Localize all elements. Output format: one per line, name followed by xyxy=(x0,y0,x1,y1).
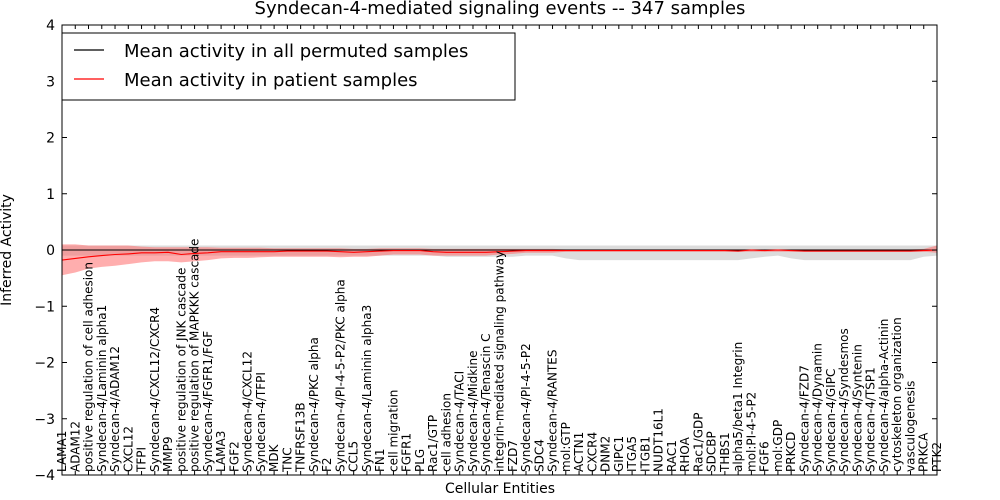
x-tick-label: MDK xyxy=(267,443,281,472)
x-tick-label: CXCR4 xyxy=(585,432,599,472)
y-axis-ticks: −4 −3 −2 −1 0 1 2 3 4 xyxy=(34,18,937,484)
x-tick-label: PTK2 xyxy=(930,442,944,472)
x-tick-label: cell migration xyxy=(386,390,400,472)
series-lines xyxy=(61,249,938,261)
y-tick-label: −1 xyxy=(34,299,55,315)
x-tick-label: vasculogenesis xyxy=(904,381,918,472)
y-tick-label: 1 xyxy=(46,187,55,203)
x-tick-label: Syndecan-4/TFPI xyxy=(254,372,268,472)
x-tick-label: Syndecan-4/Laminin alpha3 xyxy=(360,305,374,472)
x-tick-label: Syndecan-4/GIPC xyxy=(824,369,838,472)
x-tick-label: FZD7 xyxy=(506,440,520,472)
x-tick-label: F2 xyxy=(320,457,334,472)
x-axis-tick-labels: LAMA1 ADAM12 positive regulation of cell a… xyxy=(55,25,944,475)
x-tick-label: FN1 xyxy=(373,448,387,472)
x-tick-label: DNM2 xyxy=(599,436,613,472)
x-tick-label: Syndecan-4/Syndesmos xyxy=(837,328,851,472)
x-tick-label: ADAM12 xyxy=(68,421,82,472)
x-tick-label: LAMA1 xyxy=(55,431,69,472)
x-tick-label: Syndecan-4/alpha-Actinin xyxy=(877,319,891,472)
x-tick-label: CXCL12 xyxy=(121,426,135,472)
x-tick-label: Syndecan-4/Laminin alpha1 xyxy=(95,305,109,472)
x-tick-label: LAMA3 xyxy=(214,431,228,472)
x-tick-label: TNFRSF13B xyxy=(294,402,308,473)
x-tick-label: integrin-mediated signaling pathway xyxy=(493,251,507,472)
x-tick-label: MMP9 xyxy=(161,436,175,472)
legend: Mean activity in all permuted samples Me… xyxy=(61,32,516,101)
x-tick-label: Syndecan-4/TSP1 xyxy=(864,367,878,472)
x-tick-label: PRKCD xyxy=(784,432,798,472)
y-tick-label: 3 xyxy=(46,74,55,90)
x-tick-label: Syndecan-4/Midkine xyxy=(466,351,480,472)
y-tick-label: 2 xyxy=(46,131,55,147)
x-tick-label: alpha5/beta1 Integrin xyxy=(731,342,745,472)
x-tick-label: Rac1/GDP xyxy=(691,413,705,472)
x-tick-label: SDC4 xyxy=(532,439,546,472)
y-axis-label: Inferred Activity xyxy=(0,194,15,306)
legend-box xyxy=(61,32,516,101)
x-tick-label: Syndecan-4/RANTES xyxy=(546,350,560,472)
x-tick-label: ACTN1 xyxy=(572,432,586,472)
x-tick-label: positive regulation of JNK cascade xyxy=(174,268,188,472)
x-tick-label: Syndecan-4/FGFR1/FGF xyxy=(201,331,215,472)
x-tick-label: Syndecan-4/CXCL12 xyxy=(241,351,255,472)
x-tick-label: mol:GTP xyxy=(559,422,573,472)
x-tick-label: NUDT16L1 xyxy=(652,408,666,472)
x-tick-label: cytoskeleton organization xyxy=(890,317,904,472)
patient-band xyxy=(62,244,937,276)
confidence-bands xyxy=(62,244,937,276)
x-tick-label: Syndecan-4/CXCL12/CXCR4 xyxy=(148,307,162,472)
x-tick-label: TNC xyxy=(280,447,294,473)
x-tick-label: Syndecan-4/Tenascin C xyxy=(479,333,493,472)
x-tick-label: mol:GDP xyxy=(771,420,785,472)
x-tick-label: ITGB1 xyxy=(638,436,652,472)
x-tick-label: positive regulation of cell adhesion xyxy=(82,262,96,472)
legend-label-patient: Mean activity in patient samples xyxy=(124,70,418,91)
y-tick-label: −2 xyxy=(34,356,55,372)
x-tick-label: ITGA5 xyxy=(625,436,639,472)
y-tick-label: −4 xyxy=(34,468,55,484)
x-tick-label: Syndecan-4/TACI xyxy=(453,371,467,472)
x-tick-label: cell adhesion xyxy=(440,393,454,472)
x-tick-label: FGFR1 xyxy=(400,433,414,472)
x-tick-label: FGF6 xyxy=(758,441,772,472)
x-tick-label: CCL5 xyxy=(347,441,361,472)
x-tick-label: PLG xyxy=(413,449,427,472)
x-tick-label: Syndecan-4/Dynamin xyxy=(811,343,825,472)
x-tick-label: RAC1 xyxy=(665,440,679,472)
x-tick-label: THBS1 xyxy=(718,432,732,473)
x-tick-label: positive regulation of MAPKKK cascade xyxy=(188,239,202,472)
x-tick-label: RHOA xyxy=(678,436,692,472)
x-tick-label: Syndecan-4/PKC alpha xyxy=(307,337,321,472)
x-tick-label: Syndecan-4/FZD7 xyxy=(797,365,811,472)
x-tick-label: Rac1/GTP xyxy=(426,415,440,472)
x-tick-label: GIPC1 xyxy=(612,436,626,472)
x-axis-label: Cellular Entities xyxy=(445,481,555,497)
y-tick-label: 4 xyxy=(46,18,55,34)
x-tick-label: Syndecan-4/ADAM12 xyxy=(108,346,122,472)
x-tick-label: Syndecan-4/PI-4-5-P2 xyxy=(519,343,533,472)
x-tick-label: FGF2 xyxy=(227,441,241,472)
legend-label-permuted: Mean activity in all permuted samples xyxy=(124,41,468,62)
patient-mean-line xyxy=(61,249,938,261)
y-tick-label: −3 xyxy=(34,412,55,428)
chart-title: Syndecan-4-mediated signaling events -- … xyxy=(255,0,746,19)
x-tick-label: Syndecan-4/PI-4-5-P2/PKC alpha xyxy=(333,279,347,472)
x-tick-label: Syndecan-4/Syntenin xyxy=(851,344,865,472)
x-tick-label: TFPI xyxy=(135,447,149,473)
x-tick-label: SDCBP xyxy=(705,431,719,472)
x-tick-label: mol:PI-4-5-P2 xyxy=(744,392,758,472)
y-tick-label: 0 xyxy=(46,243,55,259)
x-tick-label: PRKCA xyxy=(917,432,931,472)
